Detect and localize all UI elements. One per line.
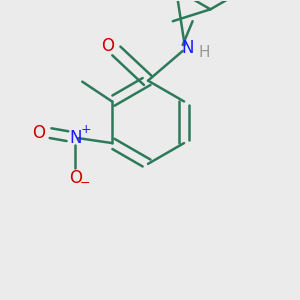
Text: H: H <box>199 45 210 60</box>
Text: +: + <box>81 123 92 136</box>
Text: O: O <box>32 124 45 142</box>
Text: O: O <box>101 37 114 55</box>
Text: N: N <box>69 129 82 147</box>
Text: O: O <box>69 169 82 187</box>
Text: −: − <box>80 177 91 190</box>
Text: N: N <box>182 39 194 57</box>
